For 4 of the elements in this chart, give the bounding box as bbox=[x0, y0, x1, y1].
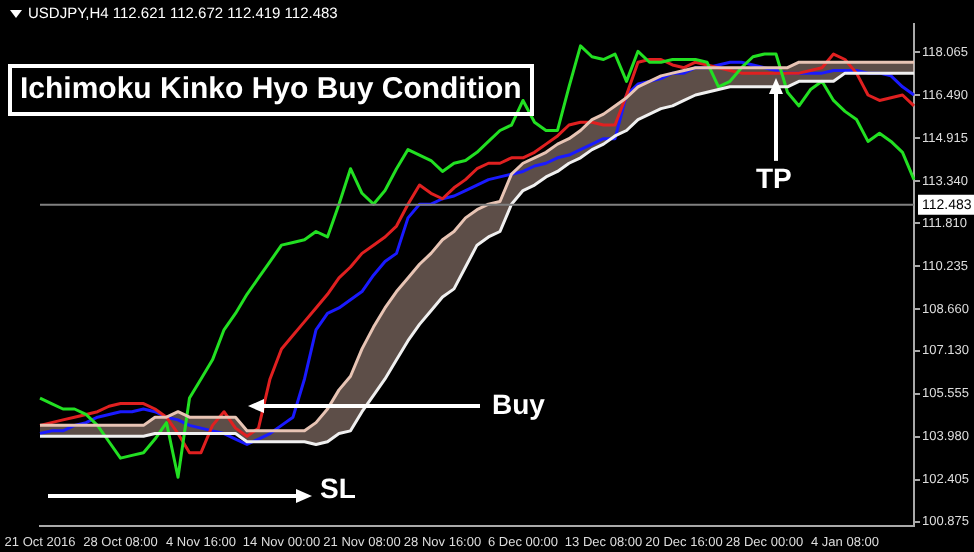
annotation: SL bbox=[320, 472, 356, 504]
annotation: Buy bbox=[492, 388, 545, 420]
text: Ichimoku Kinko Hyo Buy Condition bbox=[8, 64, 534, 116]
annotation: TP bbox=[756, 162, 792, 194]
